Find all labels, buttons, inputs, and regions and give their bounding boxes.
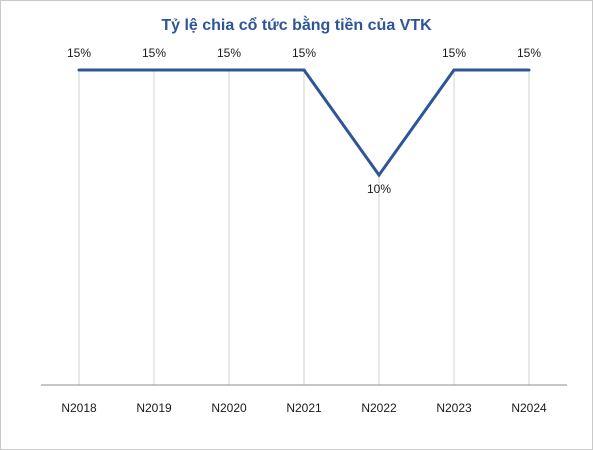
data-label-n2018: 15%	[67, 46, 91, 60]
x-tick-label-n2024: N2024	[511, 401, 547, 415]
data-label-n2019: 15%	[142, 46, 166, 60]
x-tick-label-n2022: N2022	[361, 401, 397, 415]
x-tick-label-n2020: N2020	[211, 401, 247, 415]
data-labels: 15% 15% 15% 15% 10% 15% 15%	[67, 46, 541, 196]
x-tick-label-n2018: N2018	[61, 401, 97, 415]
data-point-n2024	[527, 68, 531, 72]
series-layer	[77, 68, 531, 178]
data-point-n2020	[227, 68, 231, 72]
data-label-n2023: 15%	[442, 46, 466, 60]
data-point-n2018	[77, 68, 81, 72]
data-point-n2022	[377, 173, 381, 177]
x-tick-labels: N2018 N2019 N2020 N2021 N2022 N2023 N2024	[61, 401, 547, 415]
data-label-n2024: 15%	[517, 46, 541, 60]
data-point-n2019	[152, 68, 156, 72]
data-label-n2021: 15%	[292, 46, 316, 60]
x-tick-label-n2019: N2019	[136, 401, 172, 415]
data-label-n2022: 10%	[367, 182, 391, 196]
data-point-n2021	[302, 68, 306, 72]
data-label-n2020: 15%	[217, 46, 241, 60]
grid-lines	[78, 70, 530, 385]
data-point-n2023	[452, 68, 456, 72]
chart-title: Tỷ lệ chia cổ tức bằng tiền của VTK	[161, 17, 432, 34]
x-tick-label-n2021: N2021	[286, 401, 322, 415]
x-tick-label-n2023: N2023	[436, 401, 472, 415]
